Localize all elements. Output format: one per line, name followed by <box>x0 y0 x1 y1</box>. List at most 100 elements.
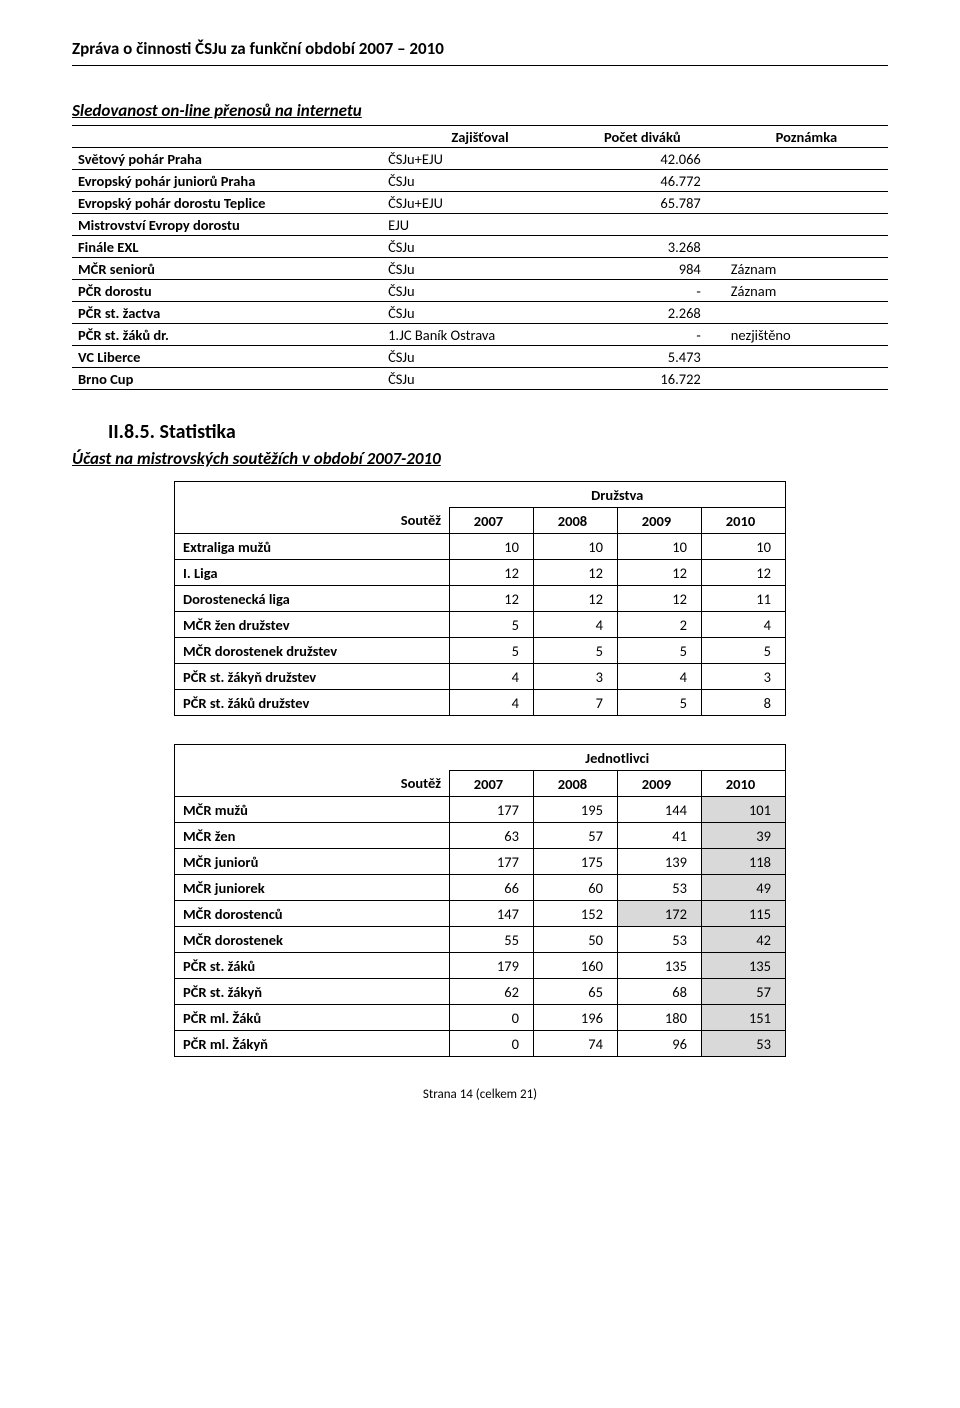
year-2008: 2008 <box>533 508 617 534</box>
cell: 7 <box>533 690 617 716</box>
year-2010: 2010 <box>701 771 785 797</box>
cell: PČR st. žactva <box>72 302 382 324</box>
cell: ČSJu <box>382 346 578 368</box>
cell: 12 <box>449 586 533 612</box>
cell: 5 <box>617 638 701 664</box>
cell <box>725 302 888 324</box>
table-row: PČR ml. Žáků0196180151 <box>175 1005 786 1031</box>
cell: Záznam <box>725 280 888 302</box>
cell <box>725 214 888 236</box>
table-row: PČR st. žáků179160135135 <box>175 953 786 979</box>
table-row: I. Liga12121212 <box>175 560 786 586</box>
cell: 12 <box>701 560 785 586</box>
cell: 0 <box>449 1005 533 1031</box>
cell: 984 <box>578 258 725 280</box>
cell: 2 <box>617 612 701 638</box>
cell: 177 <box>449 849 533 875</box>
cell: 50 <box>533 927 617 953</box>
cell: Evropský pohár dorostu Teplice <box>72 192 382 214</box>
row-name: MČR dorostenek <box>175 927 450 953</box>
individuals-table: Jednotlivci Soutěž 2007 2008 2009 2010 M… <box>174 744 786 1057</box>
table-row: MČR dorostenců147152172115 <box>175 901 786 927</box>
table-row: Brno CupČSJu16.722 <box>72 368 888 390</box>
cell: 42 <box>701 927 785 953</box>
cell: 49 <box>701 875 785 901</box>
year-2010: 2010 <box>701 508 785 534</box>
row-name: MČR dorostenců <box>175 901 450 927</box>
table-row: PČR ml. Žákyň0749653 <box>175 1031 786 1057</box>
cell <box>725 170 888 192</box>
cell: ČSJu <box>382 368 578 390</box>
year-2007: 2007 <box>449 508 533 534</box>
cell: 53 <box>617 875 701 901</box>
year-2008: 2008 <box>533 771 617 797</box>
cell: 53 <box>701 1031 785 1057</box>
cell: 16.722 <box>578 368 725 390</box>
table-row: Evropský pohár juniorů PrahaČSJu46.772 <box>72 170 888 192</box>
cell: ČSJu+EJU <box>382 192 578 214</box>
table-row: PČR st. žákyň družstev4343 <box>175 664 786 690</box>
cell: 12 <box>617 560 701 586</box>
row-label: Soutěž <box>175 771 450 797</box>
cell: 96 <box>617 1031 701 1057</box>
table-row: MČR dorostenek55505342 <box>175 927 786 953</box>
cell <box>725 148 888 170</box>
cell: 5 <box>701 638 785 664</box>
section-label: Družstva <box>449 482 785 508</box>
cell: 10 <box>449 534 533 560</box>
cell: 101 <box>701 797 785 823</box>
col-org: Zajišťoval <box>382 126 578 148</box>
cell: 11 <box>701 586 785 612</box>
table-row: PČR dorostuČSJu-Záznam <box>72 280 888 302</box>
cell: 10 <box>701 534 785 560</box>
cell: 196 <box>533 1005 617 1031</box>
cell: 172 <box>617 901 701 927</box>
year-2009: 2009 <box>617 508 701 534</box>
cell: 135 <box>701 953 785 979</box>
cell: nezjištěno <box>725 324 888 346</box>
cell: 66 <box>449 875 533 901</box>
cell: 41 <box>617 823 701 849</box>
table-row: PČR st. žákyň62656857 <box>175 979 786 1005</box>
cell: ČSJu <box>382 170 578 192</box>
viewership-table: Zajišťoval Počet diváků Poznámka Světový… <box>72 125 888 390</box>
table-row: Extraliga mužů10101010 <box>175 534 786 560</box>
cell: Finále EXL <box>72 236 382 258</box>
cell: MČR seniorů <box>72 258 382 280</box>
cell: 39 <box>701 823 785 849</box>
cell: 46.772 <box>578 170 725 192</box>
cell: - <box>578 280 725 302</box>
cell: 180 <box>617 1005 701 1031</box>
cell: 12 <box>617 586 701 612</box>
cell: ČSJu+EJU <box>382 148 578 170</box>
cell: 144 <box>617 797 701 823</box>
row-name: PČR st. žákyň <box>175 979 450 1005</box>
table-row: Dorostenecká liga12121211 <box>175 586 786 612</box>
section-row: Družstva <box>175 482 786 508</box>
row-name: Dorostenecká liga <box>175 586 450 612</box>
cell: 118 <box>701 849 785 875</box>
table-row: MČR žen družstev5424 <box>175 612 786 638</box>
cell: 10 <box>617 534 701 560</box>
cell: 12 <box>449 560 533 586</box>
cell: - <box>578 324 725 346</box>
cell: Mistrovství Evropy dorostu <box>72 214 382 236</box>
table-row: VC LiberceČSJu5.473 <box>72 346 888 368</box>
cell: 12 <box>533 560 617 586</box>
cell: 115 <box>701 901 785 927</box>
cell: 1.JC Baník Ostrava <box>382 324 578 346</box>
col-empty <box>72 126 382 148</box>
table-row: Mistrovství Evropy dorostuEJU <box>72 214 888 236</box>
table-row: Finále EXLČSJu3.268 <box>72 236 888 258</box>
cell: 5.473 <box>578 346 725 368</box>
row-name: PČR st. žákyň družstev <box>175 664 450 690</box>
row-name: PČR ml. Žákyň <box>175 1031 450 1057</box>
row-name: Extraliga mužů <box>175 534 450 560</box>
cell <box>725 346 888 368</box>
cell: 179 <box>449 953 533 979</box>
cell: 152 <box>533 901 617 927</box>
cell: 5 <box>617 690 701 716</box>
row-name: MČR žen <box>175 823 450 849</box>
row-name: MČR dorostenek družstev <box>175 638 450 664</box>
cell: Světový pohár Praha <box>72 148 382 170</box>
